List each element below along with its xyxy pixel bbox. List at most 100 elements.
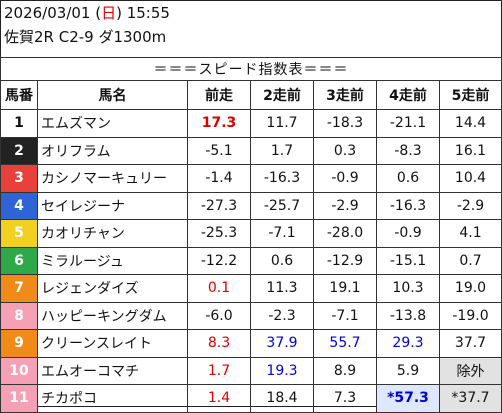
- speed-value: 10.3: [376, 274, 440, 303]
- speed-value: -21.1: [376, 109, 440, 138]
- speed-value: -25.7: [250, 191, 314, 220]
- speed-value: -7.1: [313, 301, 377, 330]
- horse-number: 9: [0, 329, 38, 358]
- speed-index-table: ＝＝＝スピード指数表＝＝＝ 馬番 馬名 前走 2走前 3走前 4走前 5走前 1…: [0, 57, 502, 413]
- speed-value: -2.3: [250, 301, 314, 330]
- speed-value: 11.7: [250, 109, 314, 138]
- speed-value: 1.4: [187, 384, 251, 413]
- speed-value: -13.8: [376, 301, 440, 330]
- horse-number: 2: [0, 136, 38, 165]
- speed-value: -2.9: [439, 191, 502, 220]
- speed-value: -25.3: [187, 219, 251, 248]
- table-row: 11 チカポコ 1.4 18.4 7.3 *57.3 *37.7: [0, 384, 502, 413]
- speed-value: -12.9: [313, 246, 377, 275]
- speed-value: -0.9: [313, 164, 377, 193]
- speed-value: 55.7: [313, 329, 377, 358]
- race-datetime: 2026/03/01 (日) 15:55: [4, 3, 170, 23]
- speed-value: 0.6: [250, 246, 314, 275]
- col-header-horse-name: 馬名: [37, 80, 188, 110]
- speed-value: -12.2: [187, 246, 251, 275]
- speed-value: 37.9: [250, 329, 314, 358]
- speed-value: -15.1: [376, 246, 440, 275]
- speed-value: 11.3: [250, 274, 314, 303]
- column-headers: 馬番 馬名 前走 2走前 3走前 4走前 5走前: [0, 80, 502, 110]
- horse-name: エムオーコマチ: [37, 356, 188, 385]
- speed-value: -28.0: [313, 219, 377, 248]
- table-row: 6 ミラルージュ -12.2 0.6 -12.9 -15.1 0.7: [0, 246, 502, 275]
- horse-number: 6: [0, 246, 38, 275]
- speed-value: 16.1: [439, 136, 502, 165]
- speed-value: 37.7: [439, 329, 502, 358]
- speed-value: 4.1: [439, 219, 502, 248]
- speed-value: -27.3: [187, 191, 251, 220]
- date-suffix: ) 15:55: [116, 4, 170, 22]
- speed-value: 19.1: [313, 274, 377, 303]
- horse-name: オリフラム: [37, 136, 188, 165]
- col-header-last-race: 前走: [187, 80, 251, 110]
- speed-value: 1.7: [187, 356, 251, 385]
- speed-value: 19.3: [250, 356, 314, 385]
- speed-value: 1.7: [250, 136, 314, 165]
- speed-value: -16.3: [376, 191, 440, 220]
- table-row: 2 オリフラム -5.1 1.7 0.3 -8.3 16.1: [0, 136, 502, 165]
- horse-number: 8: [0, 301, 38, 330]
- speed-value: *37.7: [439, 384, 502, 413]
- horse-number: 5: [0, 219, 38, 248]
- horse-name: カシノマーキュリー: [37, 164, 188, 193]
- speed-value: -18.3: [313, 109, 377, 138]
- speed-value: -1.4: [187, 164, 251, 193]
- table-row: 1 エムズマン 17.3 11.7 -18.3 -21.1 14.4: [0, 109, 502, 138]
- speed-value: 7.3: [313, 384, 377, 413]
- speed-value: 14.4: [439, 109, 502, 138]
- horse-number: 4: [0, 191, 38, 220]
- speed-value: 0.6: [376, 164, 440, 193]
- horse-number: 11: [0, 384, 38, 413]
- table-title: ＝＝＝スピード指数表＝＝＝: [0, 57, 502, 81]
- speed-value: -8.3: [376, 136, 440, 165]
- speed-value: -5.1: [187, 136, 251, 165]
- table-row: 10 エムオーコマチ 1.7 19.3 8.9 5.9 除外: [0, 356, 502, 385]
- table-row: 5 カオリチャン -25.3 -7.1 -28.0 -0.9 4.1: [0, 219, 502, 248]
- horse-name: セイレジーナ: [37, 191, 188, 220]
- horse-name: ミラルージュ: [37, 246, 188, 275]
- table-row: 4 セイレジーナ -27.3 -25.7 -2.9 -16.3 -2.9: [0, 191, 502, 220]
- speed-value: 5.9: [376, 356, 440, 385]
- horse-name: エムズマン: [37, 109, 188, 138]
- table-row: 3 カシノマーキュリー -1.4 -16.3 -0.9 0.6 10.4: [0, 164, 502, 193]
- horse-number: 3: [0, 164, 38, 193]
- race-info: 佐賀2R C2-9 ダ1300m: [4, 28, 167, 46]
- speed-value: -7.1: [250, 219, 314, 248]
- speed-value: -16.3: [250, 164, 314, 193]
- col-header-2-races-ago: 2走前: [250, 80, 314, 110]
- date-prefix: 2026/03/01 (: [4, 4, 102, 22]
- speed-value: 0.1: [187, 274, 251, 303]
- excluded-value: 除外: [439, 356, 502, 385]
- col-header-5-races-ago: 5走前: [439, 80, 502, 110]
- col-header-number: 馬番: [0, 80, 38, 110]
- speed-value: 10.4: [439, 164, 502, 193]
- horse-name: チカポコ: [37, 384, 188, 413]
- speed-value: 19.0: [439, 274, 502, 303]
- col-header-4-races-ago: 4走前: [376, 80, 440, 110]
- table-row: 7 レジェンダイズ 0.1 11.3 19.1 10.3 19.0: [0, 274, 502, 303]
- horse-name: クリーンスレイト: [37, 329, 188, 358]
- speed-value: -0.9: [376, 219, 440, 248]
- speed-value: *57.3: [376, 384, 440, 413]
- table-row: 8 ハッピーキングダム -6.0 -2.3 -7.1 -13.8 -19.0: [0, 301, 502, 330]
- table-row: 9 クリーンスレイト 8.3 37.9 55.7 29.3 37.7: [0, 329, 502, 358]
- horse-name: ハッピーキングダム: [37, 301, 188, 330]
- speed-value: -2.9: [313, 191, 377, 220]
- horse-name: カオリチャン: [37, 219, 188, 248]
- horse-number: 1: [0, 109, 38, 138]
- speed-value: -6.0: [187, 301, 251, 330]
- horse-name: レジェンダイズ: [37, 274, 188, 303]
- horse-number: 7: [0, 274, 38, 303]
- speed-value: -19.0: [439, 301, 502, 330]
- speed-value: 8.9: [313, 356, 377, 385]
- weekday: 日: [101, 4, 117, 22]
- speed-value: 18.4: [250, 384, 314, 413]
- speed-value: 8.3: [187, 329, 251, 358]
- speed-value: 0.3: [313, 136, 377, 165]
- speed-value: 0.7: [439, 246, 502, 275]
- horse-number: 10: [0, 356, 38, 385]
